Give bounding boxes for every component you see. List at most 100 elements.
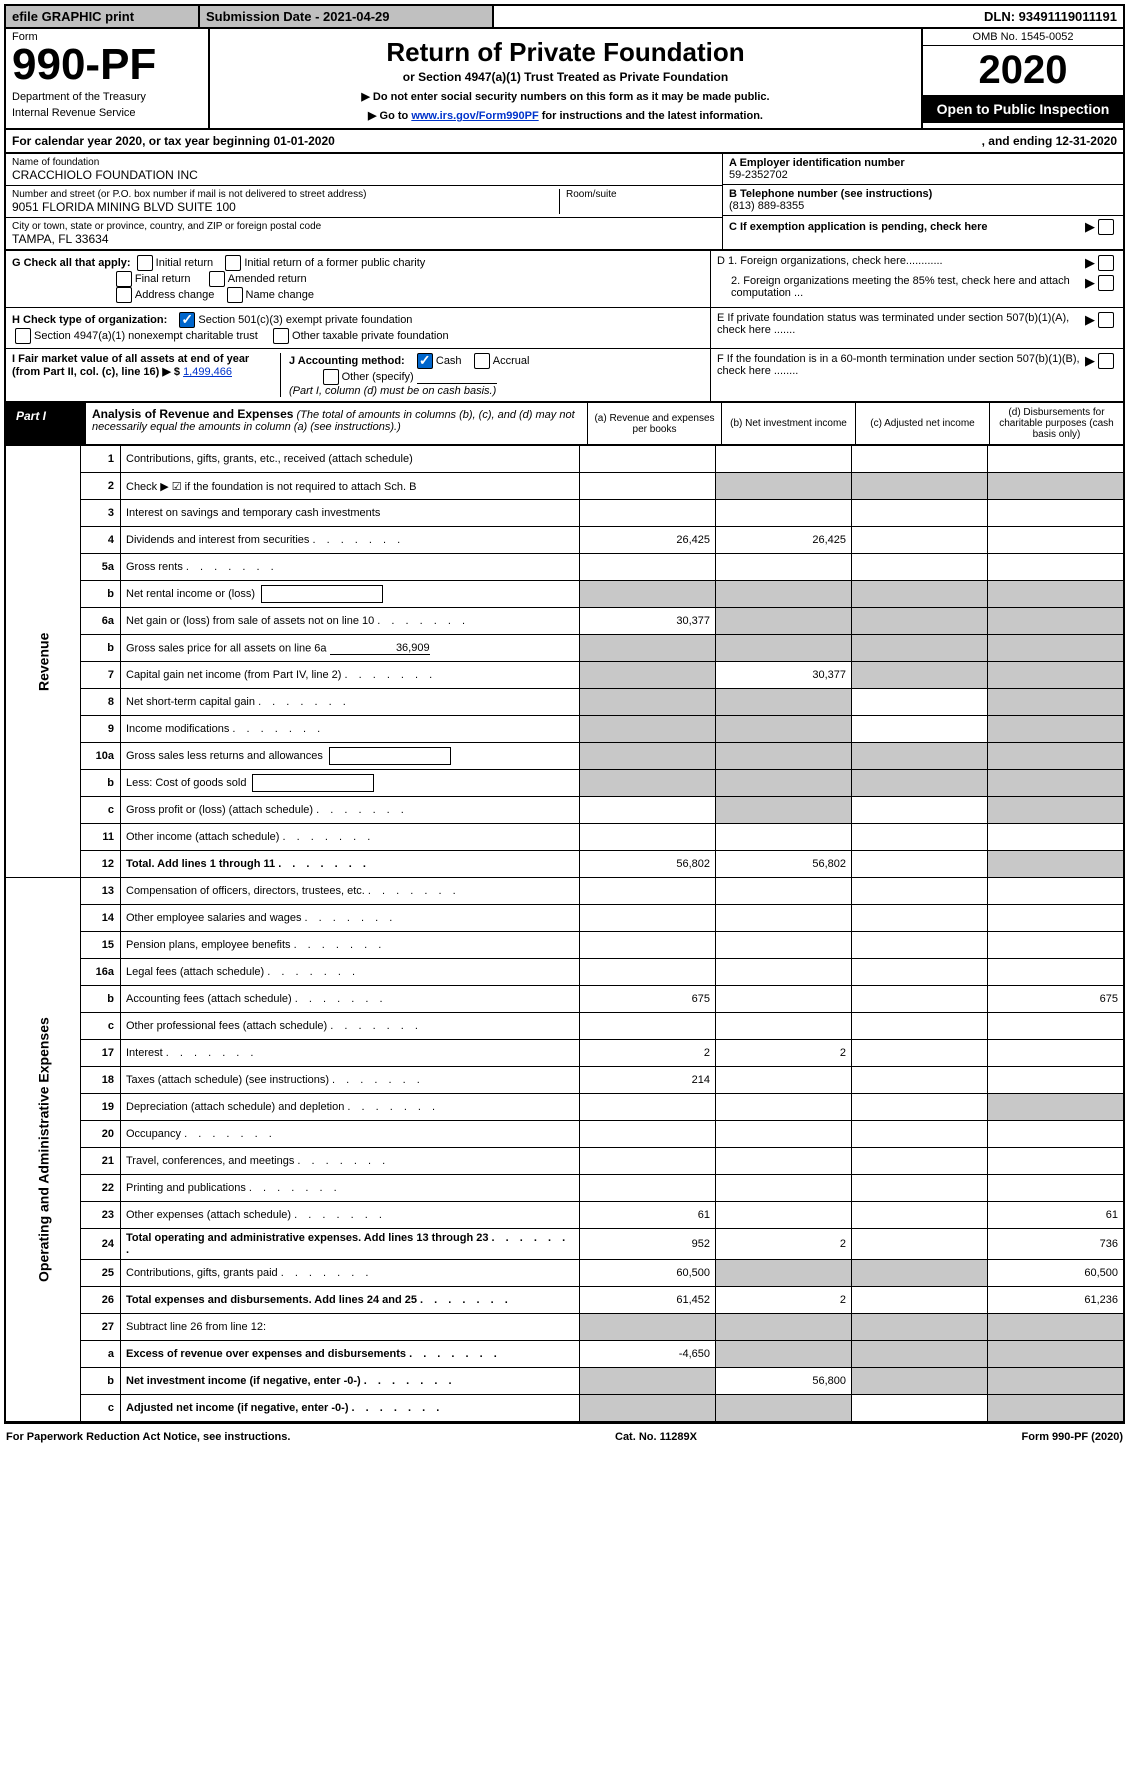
row-number: 13 [81,878,121,905]
i-value-link[interactable]: 1,499,466 [183,366,232,378]
amt-col-d [988,473,1124,500]
amt-col-c [852,662,988,689]
dln-label: DLN: 93491119011191 [978,6,1123,27]
chk-name[interactable] [227,287,243,303]
amt-col-d [988,824,1124,851]
amt-col-c [852,743,988,770]
cal-left: For calendar year 2020, or tax year begi… [12,134,335,148]
name-label: Name of foundation [12,157,716,168]
amt-col-a [580,1094,716,1121]
table-row: 24Total operating and administrative exp… [6,1229,1123,1260]
amt-col-d: 60,500 [988,1260,1124,1287]
chk-final[interactable] [116,271,132,287]
amt-col-b [716,1013,852,1040]
row-number: 19 [81,1094,121,1121]
info-right: A Employer identification number 59-2352… [722,154,1123,249]
g-left: G Check all that apply: Initial return I… [6,251,710,307]
amt-col-a [580,635,716,662]
chk-4947[interactable] [15,328,31,344]
chk-501c3[interactable] [179,312,195,328]
chk-other-taxable[interactable] [273,328,289,344]
chk-amended[interactable] [209,271,225,287]
row-desc: Dividends and interest from securities .… [121,527,580,554]
j-cash: Cash [436,355,462,367]
table-row: Operating and Administrative Expenses13C… [6,878,1123,905]
f-checkbox[interactable] [1098,353,1114,369]
amt-col-d [988,959,1124,986]
amt-col-d [988,1341,1124,1368]
table-row: bNet investment income (if negative, ent… [6,1368,1123,1395]
amt-col-b [716,554,852,581]
amt-col-b [716,878,852,905]
amt-col-c [852,554,988,581]
amt-col-c [852,1013,988,1040]
table-row: cGross profit or (loss) (attach schedule… [6,797,1123,824]
row-desc: Accounting fees (attach schedule) . . . … [121,986,580,1013]
chk-address[interactable] [116,287,132,303]
amt-col-b [716,770,852,797]
amt-col-d [988,608,1124,635]
row-desc: Net short-term capital gain . . . . . . … [121,689,580,716]
row-number: c [81,1395,121,1422]
amt-col-d [988,1395,1124,1422]
table-row: 5aGross rents . . . . . . . [6,554,1123,581]
row-number: 11 [81,824,121,851]
chk-cash[interactable] [417,353,433,369]
amt-col-c [852,527,988,554]
ein-row: A Employer identification number 59-2352… [723,154,1123,185]
row-desc: Travel, conferences, and meetings . . . … [121,1148,580,1175]
amt-col-b: 26,425 [716,527,852,554]
address: 9051 FLORIDA MINING BLVD SUITE 100 [12,200,559,214]
amt-col-a [580,1013,716,1040]
amt-col-a [580,743,716,770]
chk-accrual[interactable] [474,353,490,369]
d2-checkbox[interactable] [1098,275,1114,291]
table-row: 3Interest on savings and temporary cash … [6,500,1123,527]
chk-initial[interactable] [137,255,153,271]
row-desc: Gross profit or (loss) (attach schedule)… [121,797,580,824]
table-row: 19Depreciation (attach schedule) and dep… [6,1094,1123,1121]
amt-col-a [580,554,716,581]
amt-col-b [716,1067,852,1094]
exemption-row: C If exemption application is pending, c… [723,216,1123,238]
header-row: Form 990-PF Department of the Treasury I… [6,29,1123,130]
table-row: 12Total. Add lines 1 through 11 . . . . … [6,851,1123,878]
amt-col-d [988,716,1124,743]
d1-checkbox[interactable] [1098,255,1114,271]
table-row: 17Interest . . . . . . .22 [6,1040,1123,1067]
amt-col-d: 736 [988,1229,1124,1260]
chk-other[interactable] [323,369,339,385]
amt-col-d [988,743,1124,770]
top-bar: efile GRAPHIC print Submission Date - 20… [6,6,1123,29]
note-2: ▶ Go to www.irs.gov/Form990PF for instru… [220,109,911,122]
c-checkbox[interactable] [1098,219,1114,235]
side-revenue: Revenue [6,446,81,878]
amt-col-c [852,689,988,716]
chk-initial-former[interactable] [225,255,241,271]
row-desc: Legal fees (attach schedule) . . . . . .… [121,959,580,986]
foundation-name: CRACCHIOLO FOUNDATION INC [12,168,716,182]
row-desc: Net gain or (loss) from sale of assets n… [121,608,580,635]
table-row: 6aNet gain or (loss) from sale of assets… [6,608,1123,635]
amt-col-c [852,770,988,797]
row-desc: Subtract line 26 from line 12: [121,1314,580,1341]
col-d-head: (d) Disbursements for charitable purpose… [989,403,1123,444]
amt-col-a [580,1314,716,1341]
amt-col-d [988,689,1124,716]
foundation-name-row: Name of foundation CRACCHIOLO FOUNDATION… [6,154,722,186]
header-left: Form 990-PF Department of the Treasury I… [6,29,210,128]
arrow-icon: ▶ [1085,353,1095,377]
amt-col-c [852,608,988,635]
opt-amended: Amended return [228,273,307,285]
amt-col-d [988,905,1124,932]
amt-col-b [716,824,852,851]
row-desc: Interest . . . . . . . [121,1040,580,1067]
amt-col-b: 2 [716,1040,852,1067]
irs-link[interactable]: www.irs.gov/Form990PF [411,110,538,122]
amt-col-b [716,500,852,527]
row-desc: Income modifications . . . . . . . [121,716,580,743]
amt-col-a [580,824,716,851]
e-checkbox[interactable] [1098,312,1114,328]
amt-col-d [988,662,1124,689]
row-number: 16a [81,959,121,986]
